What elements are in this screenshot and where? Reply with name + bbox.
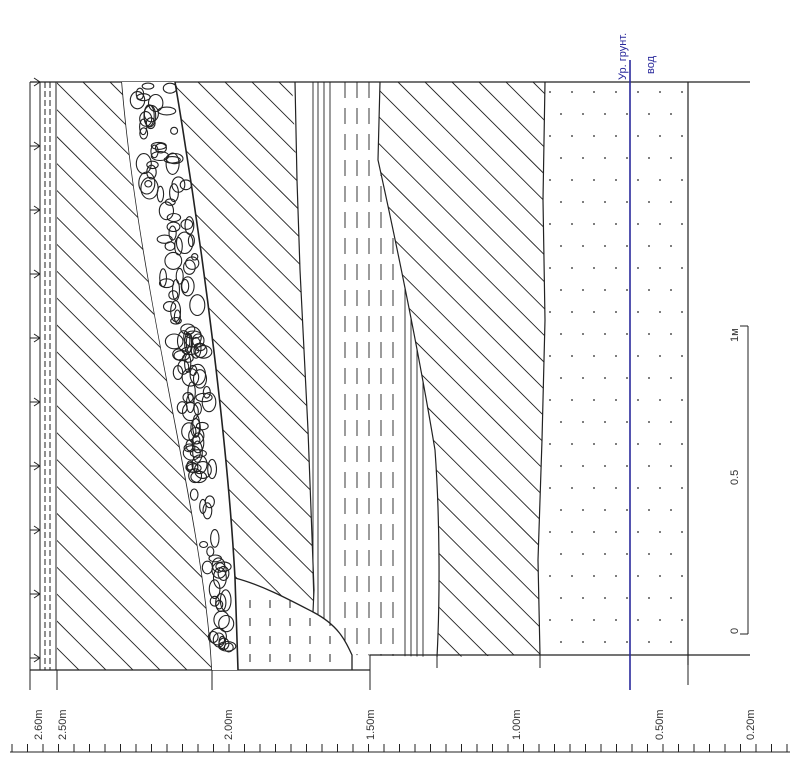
boundary-clay-right: [377, 81, 440, 658]
depth-label-1-50: 1.50m: [365, 709, 377, 740]
depth-labels: 2.60m 2.50m 2.00m 1.50m 1.00m 0.50m 0.20…: [33, 709, 757, 740]
depth-label-0-20: 0.20m: [745, 709, 757, 740]
scale-label-half: 0.5: [729, 470, 741, 485]
groundwater-label-2: вод: [645, 55, 657, 74]
loam-layer-upper: [57, 82, 212, 670]
scale-label-one: 1м: [729, 328, 741, 342]
boundary-clay-left: [294, 81, 315, 613]
groundwater-label-1: Ур. грунт.: [617, 33, 629, 80]
groundwater-level: Ур. грунт. вод: [617, 33, 657, 690]
boundary-sand-left: [537, 81, 546, 656]
surface-arrows: [30, 77, 41, 663]
scale-bar: 0 0.5 1м: [729, 325, 749, 635]
clay-lens-outline: [234, 577, 353, 670]
bottom-ruler: [10, 744, 790, 753]
depth-markers: [29, 655, 689, 690]
scale-label-zero: 0: [729, 628, 741, 634]
depth-label-2-50: 2.50m: [57, 709, 69, 740]
loam-layer-lower: [378, 82, 545, 657]
loam-layer-middle: [175, 82, 314, 612]
depth-label-2-00: 2.00m: [223, 709, 235, 740]
clay-layer: [312, 82, 424, 657]
depth-label-0-50: 0.50m: [654, 709, 666, 740]
depth-label-2-60: 2.60m: [33, 709, 45, 740]
topsoil-layer: [30, 77, 57, 670]
depth-label-1-00: 1.00m: [511, 709, 523, 740]
boundary-gravel-right: [174, 81, 239, 671]
gravel-pebble-layer: [122, 82, 238, 670]
sand-layer: [549, 91, 683, 643]
